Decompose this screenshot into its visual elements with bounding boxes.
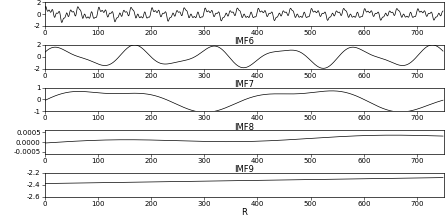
X-axis label: R: R (241, 208, 247, 216)
X-axis label: IMF8: IMF8 (234, 123, 254, 132)
X-axis label: IMF7: IMF7 (234, 80, 254, 89)
X-axis label: IMF9: IMF9 (234, 165, 254, 175)
X-axis label: IMF6: IMF6 (234, 37, 254, 46)
